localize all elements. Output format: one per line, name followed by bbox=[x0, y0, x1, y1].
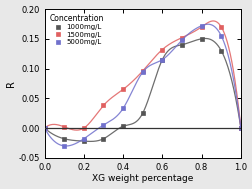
5000mg/L bbox=[219, 35, 222, 37]
5000mg/L bbox=[199, 25, 202, 27]
1500mg/L bbox=[199, 26, 202, 28]
1000mg/L bbox=[160, 59, 163, 61]
5000mg/L bbox=[238, 127, 241, 129]
1000mg/L bbox=[141, 112, 144, 114]
1000mg/L bbox=[43, 127, 46, 129]
5000mg/L bbox=[141, 71, 144, 73]
1000mg/L bbox=[219, 50, 222, 52]
1000mg/L bbox=[238, 127, 241, 129]
5000mg/L bbox=[82, 138, 85, 140]
1500mg/L bbox=[180, 36, 183, 39]
1500mg/L bbox=[160, 48, 163, 51]
5000mg/L bbox=[43, 127, 46, 129]
Line: 1000mg/L: 1000mg/L bbox=[42, 37, 242, 143]
1000mg/L bbox=[180, 44, 183, 46]
1000mg/L bbox=[199, 38, 202, 40]
Legend: 1000mg/L, 1500mg/L, 5000mg/L: 1000mg/L, 1500mg/L, 5000mg/L bbox=[48, 12, 105, 47]
1500mg/L bbox=[121, 88, 124, 91]
X-axis label: XG weight percentage: XG weight percentage bbox=[92, 174, 193, 184]
5000mg/L bbox=[62, 145, 66, 147]
5000mg/L bbox=[180, 39, 183, 41]
1000mg/L bbox=[121, 125, 124, 127]
5000mg/L bbox=[102, 124, 105, 126]
Line: 1500mg/L: 1500mg/L bbox=[42, 25, 242, 130]
Y-axis label: R: R bbox=[6, 80, 15, 87]
5000mg/L bbox=[160, 59, 163, 61]
5000mg/L bbox=[121, 107, 124, 110]
1500mg/L bbox=[219, 26, 222, 28]
1500mg/L bbox=[62, 126, 66, 128]
1500mg/L bbox=[141, 70, 144, 72]
1000mg/L bbox=[82, 140, 85, 142]
1000mg/L bbox=[102, 138, 105, 140]
1500mg/L bbox=[43, 127, 46, 129]
1000mg/L bbox=[62, 138, 66, 140]
1500mg/L bbox=[102, 104, 105, 107]
1500mg/L bbox=[82, 127, 85, 129]
1500mg/L bbox=[238, 127, 241, 129]
Line: 5000mg/L: 5000mg/L bbox=[42, 24, 242, 148]
